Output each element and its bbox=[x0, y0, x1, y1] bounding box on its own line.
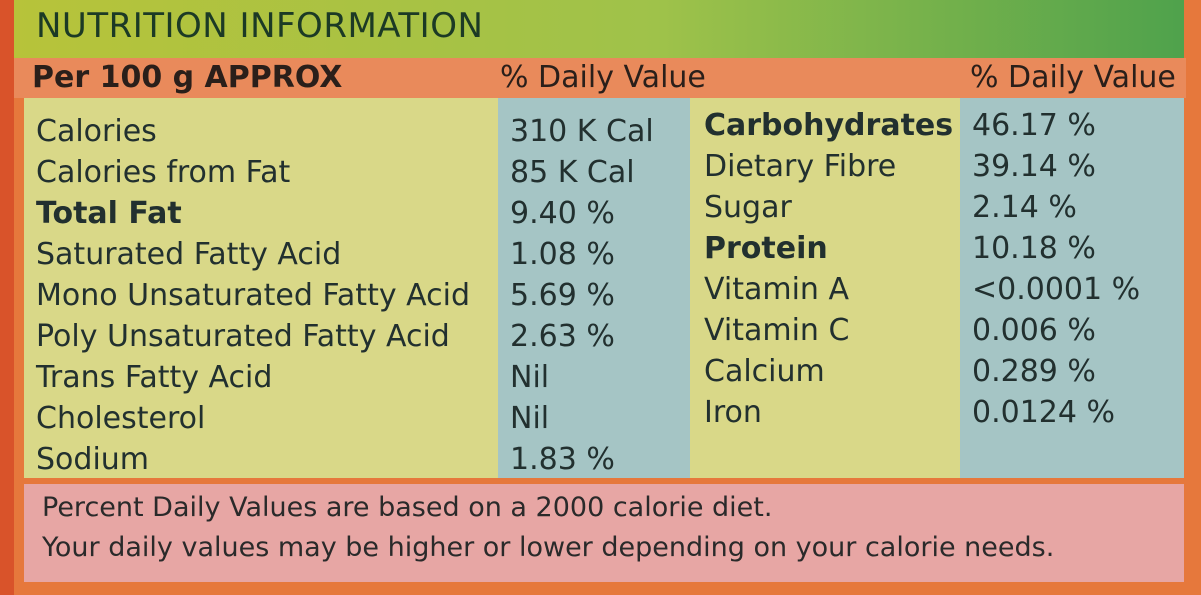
footer-line-2: Your daily values may be higher or lower… bbox=[42, 532, 1055, 563]
nutrient-label: Sodium bbox=[36, 442, 150, 477]
left-value-panel bbox=[498, 98, 690, 478]
footer-note: Percent Daily Values are based on a 2000… bbox=[24, 484, 1184, 582]
left-label-panel bbox=[24, 98, 498, 478]
nutrient-value: 2.63 % bbox=[510, 319, 615, 354]
nutrient-label: Poly Unsaturated Fatty Acid bbox=[36, 319, 450, 354]
right-label-panel bbox=[690, 98, 960, 478]
nutrient-label: Calcium bbox=[704, 354, 825, 389]
nutrient-value: 0.289 % bbox=[972, 354, 1096, 389]
nutrient-label: Protein bbox=[704, 231, 828, 266]
per-serving-label: Per 100 g APPROX bbox=[32, 60, 343, 95]
footer-line-1: Percent Daily Values are based on a 2000… bbox=[42, 492, 773, 523]
nutrient-value: 39.14 % bbox=[972, 149, 1096, 184]
nutrient-label: Cholesterol bbox=[36, 401, 206, 436]
nutrient-label: Iron bbox=[704, 395, 762, 430]
nutrient-label: Trans Fatty Acid bbox=[36, 360, 273, 395]
nutrient-value: 0.006 % bbox=[972, 313, 1096, 348]
nutrient-label: Vitamin C bbox=[704, 313, 850, 348]
title-bar: NUTRITION INFORMATION bbox=[14, 0, 1184, 58]
header-row: Per 100 g APPROX % Daily Value % Daily V… bbox=[14, 58, 1186, 98]
daily-value-header-right: % Daily Value bbox=[970, 60, 1176, 95]
nutrient-value: 1.83 % bbox=[510, 442, 615, 477]
nutrient-value: 0.0124 % bbox=[972, 395, 1116, 430]
nutrient-label: Total Fat bbox=[36, 196, 182, 231]
nutrient-label: Saturated Fatty Acid bbox=[36, 237, 342, 272]
daily-value-header-left: % Daily Value bbox=[500, 60, 706, 95]
nutrient-label: Calories from Fat bbox=[36, 155, 291, 190]
nutrient-label: Calories bbox=[36, 114, 157, 149]
nutrient-value: 10.18 % bbox=[972, 231, 1096, 266]
nutrient-value: 85 K Cal bbox=[510, 155, 635, 190]
nutrient-label: Mono Unsaturated Fatty Acid bbox=[36, 278, 470, 313]
label-title: NUTRITION INFORMATION bbox=[36, 6, 484, 46]
nutrient-value: 1.08 % bbox=[510, 237, 615, 272]
nutrient-value: 5.69 % bbox=[510, 278, 615, 313]
right-value-panel bbox=[960, 98, 1184, 478]
nutrient-value: 2.14 % bbox=[972, 190, 1077, 225]
nutrient-value: Nil bbox=[510, 401, 550, 436]
nutrient-value: 310 K Cal bbox=[510, 114, 654, 149]
nutrient-label: Vitamin A bbox=[704, 272, 849, 307]
nutrient-value: Nil bbox=[510, 360, 550, 395]
nutrient-value: 9.40 % bbox=[510, 196, 615, 231]
nutrient-label: Sugar bbox=[704, 190, 792, 225]
nutrient-label: Carbohydrates bbox=[704, 108, 954, 143]
nutrient-label: Dietary Fibre bbox=[704, 149, 897, 184]
nutrient-value: 46.17 % bbox=[972, 108, 1096, 143]
nutrient-value: <0.0001 % bbox=[972, 272, 1141, 307]
